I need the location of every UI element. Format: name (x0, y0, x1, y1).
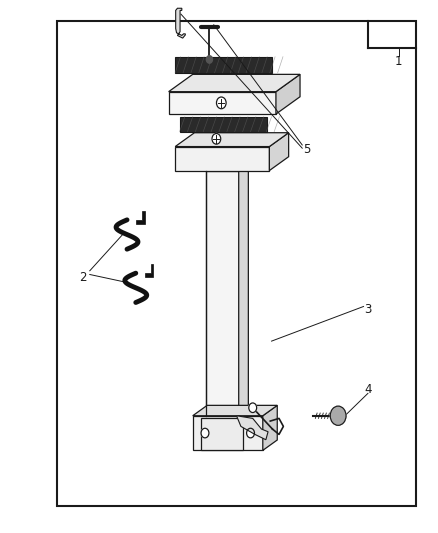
Polygon shape (269, 133, 289, 171)
Polygon shape (176, 8, 185, 38)
Polygon shape (180, 117, 267, 132)
Text: 4: 4 (364, 383, 372, 395)
Polygon shape (169, 74, 300, 92)
Polygon shape (175, 147, 269, 171)
Polygon shape (136, 211, 145, 224)
Circle shape (249, 403, 257, 413)
Bar (57, 21, 416, 506)
Circle shape (206, 55, 212, 63)
Polygon shape (276, 74, 300, 114)
Text: 3: 3 (364, 303, 371, 316)
Circle shape (212, 133, 221, 144)
Text: 1: 1 (395, 55, 403, 68)
Polygon shape (239, 164, 248, 416)
Polygon shape (175, 56, 272, 72)
Polygon shape (263, 405, 277, 450)
Polygon shape (145, 264, 153, 277)
Polygon shape (169, 92, 276, 114)
Circle shape (247, 429, 254, 438)
Polygon shape (206, 171, 239, 416)
Circle shape (330, 406, 346, 425)
Polygon shape (193, 416, 263, 450)
Polygon shape (175, 133, 289, 147)
Circle shape (216, 97, 226, 109)
Circle shape (201, 429, 209, 438)
Polygon shape (193, 405, 277, 416)
Polygon shape (206, 164, 248, 171)
Polygon shape (201, 418, 243, 450)
Polygon shape (237, 416, 268, 440)
Text: 5: 5 (303, 143, 310, 156)
Text: 2: 2 (79, 271, 87, 284)
